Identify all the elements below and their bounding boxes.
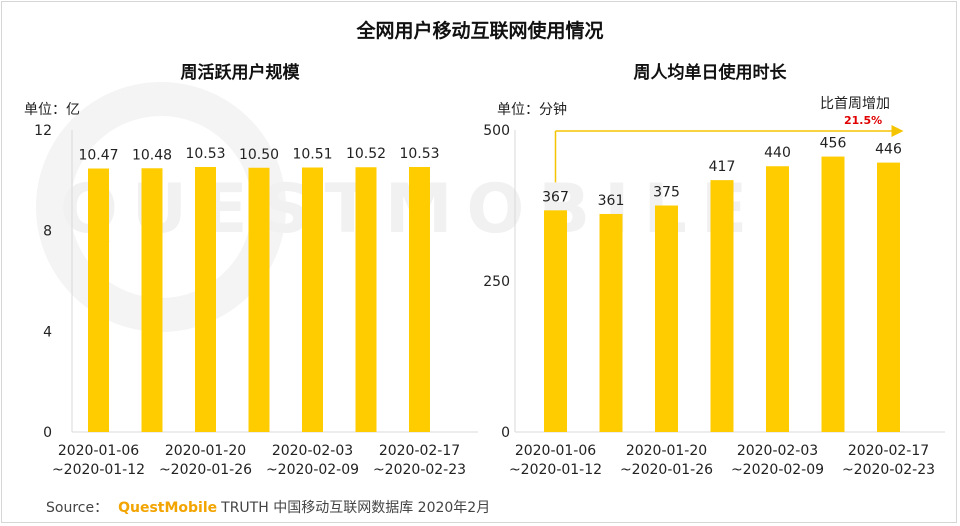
right-value-label: 440 <box>764 145 791 161</box>
right-bar <box>710 180 734 432</box>
left-bar <box>141 168 163 432</box>
left-bar <box>195 166 216 432</box>
left-bar <box>409 166 430 432</box>
right-ytick-label: 250 <box>483 274 510 290</box>
left-bar <box>248 167 270 432</box>
right-value-label: 375 <box>653 185 680 201</box>
left-bar <box>302 167 323 432</box>
left-xtick-label: 2020-02-17 <box>379 443 460 459</box>
right-value-label: 446 <box>875 142 902 158</box>
right-xtick-label: ~2020-01-12 <box>509 462 602 478</box>
right-xtick-label: ~2020-02-23 <box>842 462 935 478</box>
left-ytick-label: 4 <box>43 324 52 340</box>
left-value-label: 10.48 <box>132 147 172 163</box>
left-value-label: 10.53 <box>399 146 439 162</box>
compare-percent: 21.5% <box>844 114 883 127</box>
source-line: Source： QuestMobile TRUTH 中国移动互联网数据库 2020年… <box>46 497 490 517</box>
left-xtick-label: ~2020-01-26 <box>159 462 252 478</box>
right-ytick-label: 500 <box>483 123 510 139</box>
compare-label: 比首周增加 <box>820 96 890 112</box>
left-ytick-label: 8 <box>43 224 52 240</box>
right-bar <box>821 156 845 433</box>
right-bar <box>655 205 678 432</box>
left-xtick-label: 2020-01-06 <box>58 443 139 459</box>
left-chart-title: 周活跃用户规模 <box>180 63 300 83</box>
right-ytick-label: 0 <box>501 425 510 441</box>
left-value-label: 10.50 <box>239 147 279 163</box>
right-bar <box>766 166 789 433</box>
left-value-label: 10.47 <box>78 148 118 164</box>
right-xtick-label: ~2020-01-26 <box>620 462 713 478</box>
main-title: 全网用户移动互联网使用情况 <box>356 20 604 42</box>
right-xtick-label: 2020-01-20 <box>626 443 707 459</box>
left-ytick-label: 12 <box>34 123 52 139</box>
right-value-label: 456 <box>820 136 847 152</box>
left-ytick-label: 0 <box>43 425 52 441</box>
left-unit-label: 单位：亿 <box>24 102 80 118</box>
right-value-label: 417 <box>709 159 736 175</box>
right-xtick-label: 2020-01-06 <box>515 443 596 459</box>
left-xtick-label: 2020-02-03 <box>272 443 353 459</box>
right-xtick-label: 2020-02-17 <box>848 443 929 459</box>
right-xtick-label: 2020-02-03 <box>737 443 818 459</box>
right-unit-label: 单位：分钟 <box>497 102 567 118</box>
left-bar <box>88 168 109 432</box>
left-value-label: 10.52 <box>346 146 386 162</box>
source-text: TRUTH 中国移动互联网数据库 2020年2月 <box>221 500 491 516</box>
left-value-label: 10.51 <box>292 146 332 162</box>
left-xtick-label: ~2020-01-12 <box>52 462 145 478</box>
right-bar <box>599 213 623 432</box>
right-bar <box>544 210 567 432</box>
right-bar <box>877 162 900 432</box>
left-xtick-label: 2020-01-20 <box>165 443 246 459</box>
source-label: Source： <box>46 500 109 516</box>
right-value-label: 367 <box>542 189 569 205</box>
left-value-label: 10.53 <box>185 146 225 162</box>
left-xtick-label: ~2020-02-23 <box>373 462 466 478</box>
right-chart-title: 周人均单日使用时长 <box>633 63 787 83</box>
left-xtick-label: ~2020-02-09 <box>266 462 359 478</box>
right-value-label: 361 <box>598 193 625 209</box>
right-xtick-label: ~2020-02-09 <box>731 462 824 478</box>
brand-name: QuestMobile <box>118 500 218 516</box>
left-bar <box>355 167 377 432</box>
